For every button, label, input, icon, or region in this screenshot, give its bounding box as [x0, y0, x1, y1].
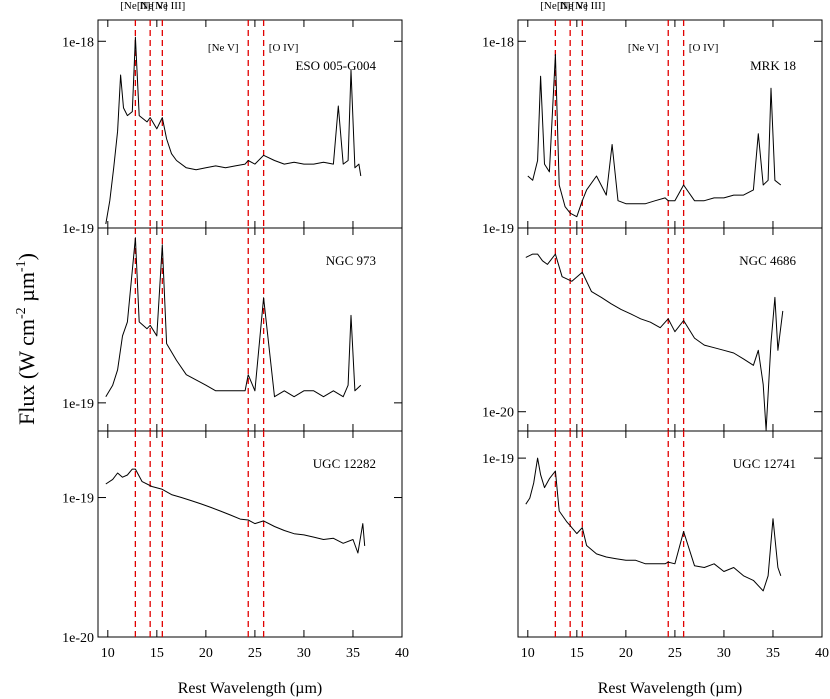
y-axis-label: Flux (W cm-2 µm-1) — [14, 253, 39, 425]
x-tick-label: 15 — [150, 646, 164, 661]
emission-line-label: [Ne III] — [151, 0, 185, 12]
object-name: NGC 973 — [326, 253, 376, 268]
column-axis-labels: 10 15 20 25 30 35 40 Rest Wavelength (µm) 10 15 20… — [101, 646, 829, 697]
x-tick-label: 10 — [101, 646, 115, 661]
emission-line-label: [Ne II] — [120, 0, 150, 12]
spectrum-panel: 1e-19 UGC 12741 — [482, 430, 823, 638]
object-name: UGC 12282 — [313, 456, 376, 471]
y-axis-label-sup2: -1 — [14, 260, 29, 272]
object-name: NGC 4686 — [739, 253, 796, 268]
y-tick-label: 1e-19 — [62, 492, 94, 507]
spectrum-line — [105, 468, 366, 554]
y-axis-label-main: Flux (W cm — [14, 319, 39, 425]
spectrum-line — [105, 237, 362, 398]
y-tick-label: 1e-19 — [482, 222, 514, 237]
panel-frame — [97, 19, 403, 229]
emission-line-label: [Ne V] — [557, 0, 588, 12]
object-name: ESO 005-G004 — [295, 58, 376, 73]
emission-line-label: [O IV] — [689, 42, 719, 54]
emission-line-label: [Ne II] — [540, 0, 570, 12]
y-tick-label: 1e-20 — [62, 631, 94, 646]
panel-frame — [517, 430, 823, 638]
y-tick-label: 1e-19 — [62, 222, 94, 237]
panel-frame — [517, 19, 823, 229]
object-name: UGC 12741 — [733, 456, 796, 471]
panel-frame — [97, 430, 403, 638]
emission-line-label: [Ne V] — [137, 0, 168, 12]
y-tick-label: 1e-19 — [62, 397, 94, 412]
spectrum-panel: 1e-19 NGC 973 — [62, 227, 403, 432]
x-tick-label: 15 — [570, 646, 584, 661]
x-tick-label: 25 — [668, 646, 682, 661]
spectrum-panel: 1e-19 1e-20 UGC 12282 — [62, 430, 403, 646]
x-tick-label: 30 — [717, 646, 731, 661]
x-axis-label: Rest Wavelength (µm) — [178, 680, 323, 697]
spectrum-line — [527, 54, 782, 218]
emission-line-label: [Ne III] — [571, 0, 605, 12]
x-tick-label: 30 — [297, 646, 311, 661]
spectrum-line — [105, 36, 362, 225]
x-axis-label: Rest Wavelength (µm) — [598, 680, 743, 697]
spectrum-line — [525, 457, 782, 592]
emission-line-label: [O IV] — [269, 42, 299, 54]
object-name: MRK 18 — [750, 58, 796, 73]
x-tick-label: 35 — [766, 646, 780, 661]
y-tick-label: 1e-18 — [62, 35, 94, 50]
y-tick-label: 1e-20 — [482, 406, 514, 421]
x-tick-label: 25 — [248, 646, 262, 661]
x-tick-label: 20 — [199, 646, 213, 661]
y-axis-label-mid: µm — [14, 272, 39, 307]
emission-line-label: [Ne V] — [208, 42, 239, 54]
spectrum-panel: 1e-20 NGC 4686 — [482, 227, 823, 432]
y-tick-label: 1e-18 — [482, 35, 514, 50]
x-tick-label: 35 — [346, 646, 360, 661]
x-tick-label: 40 — [395, 646, 409, 661]
spectrum-line — [525, 253, 784, 431]
x-tick-label: 20 — [619, 646, 633, 661]
y-axis-label-sup1: -2 — [14, 307, 29, 319]
emission-line-label: [Ne V] — [628, 42, 659, 54]
x-tick-label: 10 — [521, 646, 535, 661]
y-tick-label: 1e-19 — [482, 452, 514, 467]
y-axis-label-end: ) — [14, 253, 39, 260]
x-tick-label: 40 — [815, 646, 829, 661]
